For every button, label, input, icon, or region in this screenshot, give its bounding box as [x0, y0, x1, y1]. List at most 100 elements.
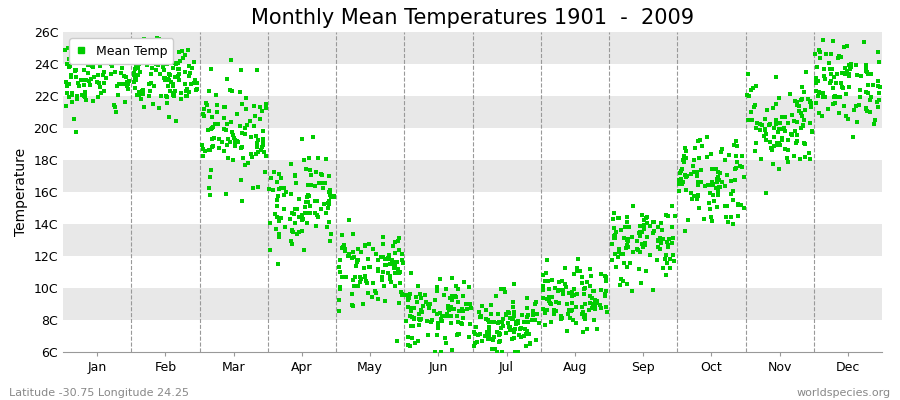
- Point: [702, 190, 716, 196]
- Point: [171, 66, 185, 72]
- Point: [61, 45, 76, 52]
- Point: [863, 94, 878, 101]
- Point: [235, 144, 249, 150]
- Point: [711, 189, 725, 196]
- Point: [506, 299, 520, 305]
- Point: [244, 134, 258, 140]
- Point: [619, 236, 634, 242]
- Point: [753, 155, 768, 162]
- Point: [544, 277, 559, 283]
- Point: [674, 167, 688, 174]
- Point: [333, 285, 347, 292]
- Point: [403, 343, 418, 349]
- Point: [634, 223, 648, 229]
- Point: [503, 324, 517, 330]
- Point: [428, 297, 443, 303]
- Point: [322, 187, 337, 194]
- Point: [570, 265, 584, 271]
- Point: [578, 312, 592, 318]
- Point: [171, 60, 185, 66]
- Point: [320, 205, 335, 212]
- Point: [308, 182, 322, 189]
- Point: [284, 191, 298, 197]
- Point: [105, 63, 120, 70]
- Point: [526, 308, 540, 314]
- Point: [821, 106, 835, 112]
- Point: [455, 320, 470, 327]
- Point: [287, 210, 302, 217]
- Point: [854, 73, 868, 79]
- Point: [217, 104, 231, 110]
- Point: [607, 234, 621, 241]
- Point: [536, 295, 550, 301]
- Point: [351, 257, 365, 263]
- Point: [411, 311, 426, 318]
- Point: [187, 80, 202, 86]
- Point: [559, 284, 573, 290]
- Point: [202, 88, 217, 94]
- Point: [452, 308, 466, 314]
- Point: [250, 140, 265, 146]
- Point: [395, 250, 410, 257]
- Point: [365, 246, 380, 252]
- Point: [620, 237, 634, 243]
- Point: [425, 316, 439, 323]
- Point: [391, 266, 405, 272]
- Point: [230, 138, 245, 145]
- Point: [842, 62, 857, 68]
- Point: [717, 182, 732, 189]
- Point: [332, 284, 347, 290]
- Point: [424, 318, 438, 325]
- Point: [632, 265, 646, 272]
- Point: [608, 225, 622, 231]
- Point: [544, 294, 559, 300]
- Point: [552, 279, 566, 285]
- Point: [171, 72, 185, 79]
- Point: [362, 264, 376, 270]
- Point: [493, 325, 508, 331]
- Point: [310, 155, 325, 161]
- Point: [730, 142, 744, 149]
- Bar: [63, 256, 882, 288]
- Point: [743, 87, 758, 93]
- Point: [565, 300, 580, 306]
- Point: [297, 246, 311, 253]
- Point: [717, 156, 732, 163]
- Point: [662, 265, 677, 271]
- Point: [292, 229, 306, 236]
- Point: [174, 90, 188, 96]
- Point: [691, 192, 706, 198]
- Point: [709, 166, 724, 172]
- Point: [519, 343, 534, 349]
- Point: [798, 154, 813, 160]
- Point: [492, 338, 507, 344]
- Point: [825, 66, 840, 72]
- Point: [482, 332, 497, 338]
- Point: [374, 274, 389, 280]
- Point: [131, 61, 146, 68]
- Point: [183, 70, 197, 76]
- Bar: [63, 32, 882, 64]
- Point: [234, 67, 248, 74]
- Point: [585, 302, 599, 308]
- Point: [284, 228, 299, 234]
- Point: [154, 92, 168, 99]
- Point: [202, 146, 217, 153]
- Point: [159, 60, 174, 67]
- Point: [764, 144, 778, 151]
- Point: [323, 192, 338, 198]
- Point: [711, 192, 725, 198]
- Point: [507, 329, 521, 336]
- Point: [435, 318, 449, 324]
- Point: [749, 83, 763, 90]
- Point: [387, 283, 401, 290]
- Point: [392, 280, 407, 287]
- Point: [60, 82, 75, 89]
- Point: [729, 137, 743, 144]
- Point: [721, 219, 735, 226]
- Point: [506, 315, 520, 322]
- Point: [659, 272, 673, 278]
- Point: [780, 137, 795, 143]
- Point: [323, 194, 338, 201]
- Point: [608, 251, 622, 257]
